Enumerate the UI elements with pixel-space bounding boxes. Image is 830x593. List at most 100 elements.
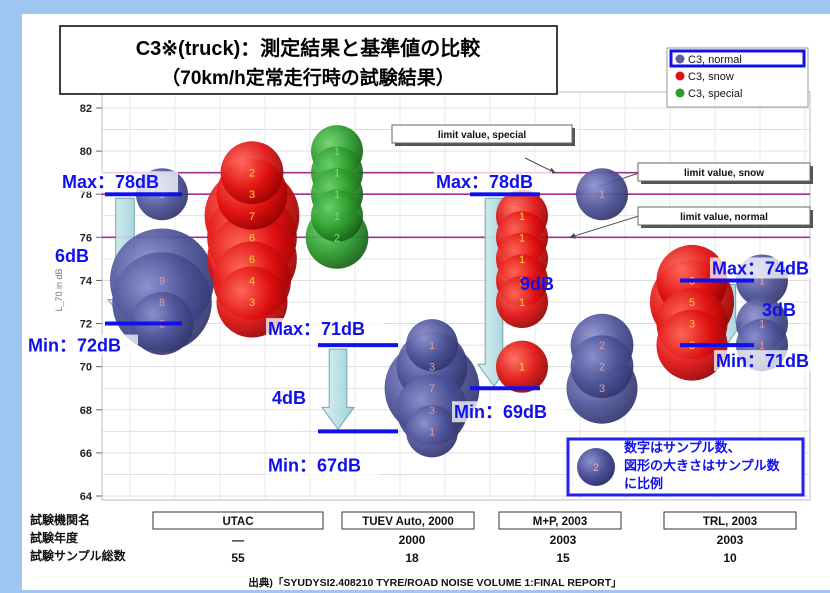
bubble-sample-count: 4 (249, 275, 255, 287)
legend: C3, normal C3, snow C3, special (666, 47, 809, 108)
table-sample-count: 10 (723, 551, 737, 565)
bubble-sample-count: 3 (689, 319, 695, 331)
bubble-sample-count: 1 (519, 232, 525, 244)
bubble-sample-count: 3 (599, 383, 605, 395)
bubble-sample-count: 7 (429, 383, 435, 395)
bubble-sample-count: 6 (249, 232, 255, 244)
institution-box (152, 511, 324, 530)
max-label-bg (266, 318, 384, 340)
max-label: Max：78dB (62, 172, 159, 192)
title-box: C3※(truck)：測定結果と基準値の比較 （70km/h定常走行時の試験結果… (59, 25, 558, 95)
table-year: — (232, 533, 244, 547)
diff-label: 6dB (55, 246, 89, 266)
bubble-sample-count: 3 (249, 189, 255, 201)
bubble-sample-count: 1 (334, 211, 340, 223)
legend-swatch (675, 88, 685, 98)
y-tick-label: 68 (80, 405, 92, 417)
bubble-sample-count: 1 (519, 254, 525, 266)
limit-label-snow: limit value, snow (684, 168, 764, 179)
max-label: Max：71dB (268, 319, 365, 339)
min-label-bg (26, 334, 138, 356)
limit-lines: limit value, special limit value, snow lim… (102, 124, 813, 239)
note-line-1: 数字はサンプル数、 (624, 440, 741, 455)
bubble-sample-count: 7 (249, 211, 255, 223)
table-year: 2003 (550, 533, 577, 547)
table-row-label: 試験機関名 (30, 512, 90, 527)
bubble-sample-count: 8 (159, 297, 165, 309)
min-max-markers: Max：78dB Min：72dB 6dB Max：71dB Min：67dB 4dB Ma… (26, 171, 828, 476)
bubble-sample-count: 1 (759, 275, 765, 287)
source-note: 出典)「SYUDYSI2.408210 TYRE/ROAD NOISE VOLU… (248, 576, 621, 589)
table-sample-count: 55 (231, 551, 245, 565)
table-row-label: 試験サンプル総数 (30, 548, 127, 563)
institution-box (341, 511, 475, 530)
legend-label: C3, normal (688, 54, 742, 66)
limit-pointer (524, 157, 556, 174)
max-label: Max：78dB (436, 172, 533, 192)
bubble-sample-count: 2 (249, 168, 255, 180)
institution-name: M+P, 2003 (533, 516, 587, 528)
legend-selected-box (669, 49, 806, 68)
min-label: Min：71dB (716, 351, 809, 371)
limit-label-box (637, 206, 811, 226)
legend-label: C3, special (688, 88, 742, 100)
y-tick-label: 70 (80, 362, 92, 374)
min-label-bg (266, 454, 378, 476)
bubble-sample-count: 1 (519, 297, 525, 309)
note-line-2: 図形の大きさはサンプル数 (624, 458, 781, 473)
bubble-sample-count: 1 (429, 426, 435, 438)
bubble-sample-count: 1 (334, 168, 340, 180)
diff-label: 4dB (272, 388, 306, 408)
note-box: 2 数字はサンプル数、 図形の大きさはサンプル数 に比例 (566, 437, 805, 497)
limit-pointer (569, 214, 643, 239)
institution-box (498, 511, 622, 530)
limit-label-normal: limit value, normal (680, 212, 768, 223)
bubble-sample-count: 9 (159, 275, 165, 287)
diff-label: 9dB (520, 274, 554, 294)
y-tick-label: 82 (80, 103, 92, 115)
note-sample-number: 2 (593, 462, 599, 474)
max-label-bg (710, 257, 828, 279)
chart-subtitle: （70km/h定常走行時の試験結果） (161, 66, 454, 89)
y-tick-label: 66 (80, 448, 92, 460)
institution-name: UTAC (222, 516, 253, 528)
bubble-sample-count: 1 (519, 211, 525, 223)
bubbles: 19822376643111121373111111112233533111 (110, 125, 788, 458)
bubble-sample-count: 1 (759, 319, 765, 331)
range-arrow (321, 348, 355, 431)
min-label: Min：72dB (28, 336, 121, 356)
bubble-sample-count: 2 (599, 340, 605, 352)
note-line-3: に比例 (624, 476, 663, 491)
y-tick-label: 74 (80, 275, 93, 287)
bubble-sample-count: 2 (599, 362, 605, 374)
chart-title: C3※(truck)：測定結果と基準値の比較 (136, 36, 482, 60)
data-bubble (220, 141, 284, 205)
data-bubble (311, 189, 363, 242)
y-tick-label: 72 (80, 319, 92, 331)
bubble-sample-count: 2 (334, 232, 340, 244)
legend-swatch (675, 54, 685, 64)
table-sample-count: 15 (556, 551, 570, 565)
bubble-sample-count: 1 (429, 340, 435, 352)
limit-label-special: limit value, special (438, 130, 527, 141)
limit-label-box (391, 124, 573, 144)
bubble-sample-count: 1 (334, 189, 340, 201)
bubble-sample-count: 1 (334, 146, 340, 158)
y-tick-label: 64 (80, 491, 93, 503)
y-tick-label: 76 (80, 232, 92, 244)
max-label-bg (60, 171, 178, 193)
y-tick-label: 80 (80, 146, 92, 158)
bubble-sample-count: 6 (249, 254, 255, 266)
data-bubble (406, 319, 458, 372)
bubble-sample-count: 1 (519, 362, 525, 374)
diff-label: 3dB (762, 300, 796, 320)
data-bubble (496, 276, 548, 328)
legend-label: C3, snow (688, 71, 734, 83)
data-bubble (406, 405, 458, 458)
min-label-bg (714, 350, 826, 372)
institution-name: TRL, 2003 (703, 516, 757, 528)
bubble-sample-count: 1 (519, 275, 525, 287)
institution-name: TUEV Auto, 2000 (362, 516, 454, 528)
